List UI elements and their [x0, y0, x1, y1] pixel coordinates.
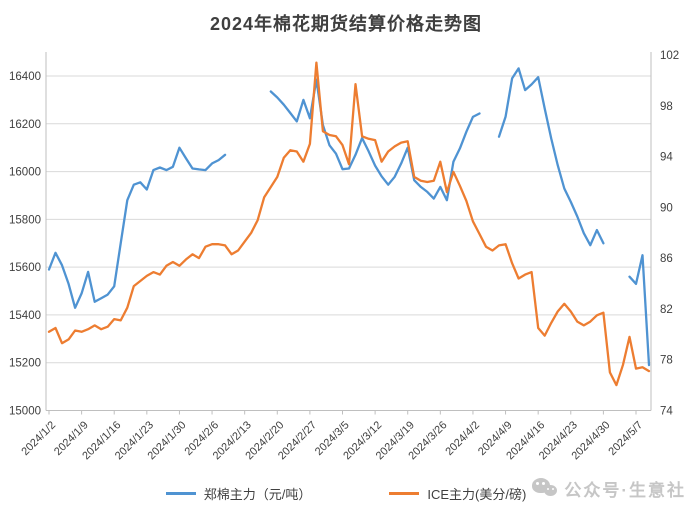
svg-text:16200: 16200	[9, 119, 41, 131]
svg-text:98: 98	[660, 101, 673, 113]
svg-text:82: 82	[660, 304, 673, 316]
svg-text:74: 74	[660, 406, 673, 418]
y-left-axis-labels: 15000 15200 15400 15600 15800 16000 16200 16400	[9, 71, 41, 418]
svg-text:2024/4/2: 2024/4/2	[443, 419, 482, 458]
legend-label-ice: ICE主力(美分/磅)	[427, 487, 527, 502]
ice-line-swatch	[389, 492, 420, 495]
chart-legend: 郑棉主力（元/吨） ICE主力(美分/磅)	[0, 484, 692, 503]
zheng-line-swatch	[165, 492, 196, 495]
svg-text:2024/5/7: 2024/5/7	[606, 419, 645, 458]
svg-text:15400: 15400	[9, 310, 41, 322]
legend-item-zheng: 郑棉主力（元/吨）	[165, 484, 312, 503]
gridlines	[46, 75, 651, 364]
svg-text:102: 102	[660, 50, 679, 62]
svg-text:15000: 15000	[9, 406, 41, 418]
svg-text:86: 86	[660, 253, 673, 265]
svg-text:16400: 16400	[9, 71, 41, 83]
plot-area: 15000 15200 15400 15600 15800 16000 16200 16400…	[9, 50, 679, 462]
svg-text:78: 78	[660, 355, 673, 367]
legend-label-zheng: 郑棉主力（元/吨）	[203, 487, 312, 502]
chart-title: 2024年棉花期货结算价格走势图	[209, 14, 483, 34]
svg-text:94: 94	[660, 152, 673, 164]
y-right-axis-labels: 74 78 82 86 90 94 98 102	[660, 50, 679, 418]
axis-lines	[45, 52, 652, 415]
ice-cotton-line	[47, 61, 651, 387]
svg-text:15800: 15800	[9, 214, 41, 226]
zheng-cotton-line	[47, 67, 651, 367]
svg-text:90: 90	[660, 202, 673, 214]
svg-text:15200: 15200	[9, 358, 41, 370]
svg-text:2024/1/2: 2024/1/2	[19, 419, 58, 458]
svg-text:15600: 15600	[9, 262, 41, 274]
legend-item-ice: ICE主力(美分/磅)	[389, 484, 526, 503]
watermark-text: 公众号·生意社	[564, 481, 686, 500]
svg-text:16000: 16000	[9, 167, 41, 179]
watermark: 公众号·生意社	[532, 476, 686, 501]
x-axis-labels: 2024/1/22024/1/92024/1/162024/1/232024/1…	[19, 419, 645, 462]
wechat-icon	[532, 477, 558, 500]
